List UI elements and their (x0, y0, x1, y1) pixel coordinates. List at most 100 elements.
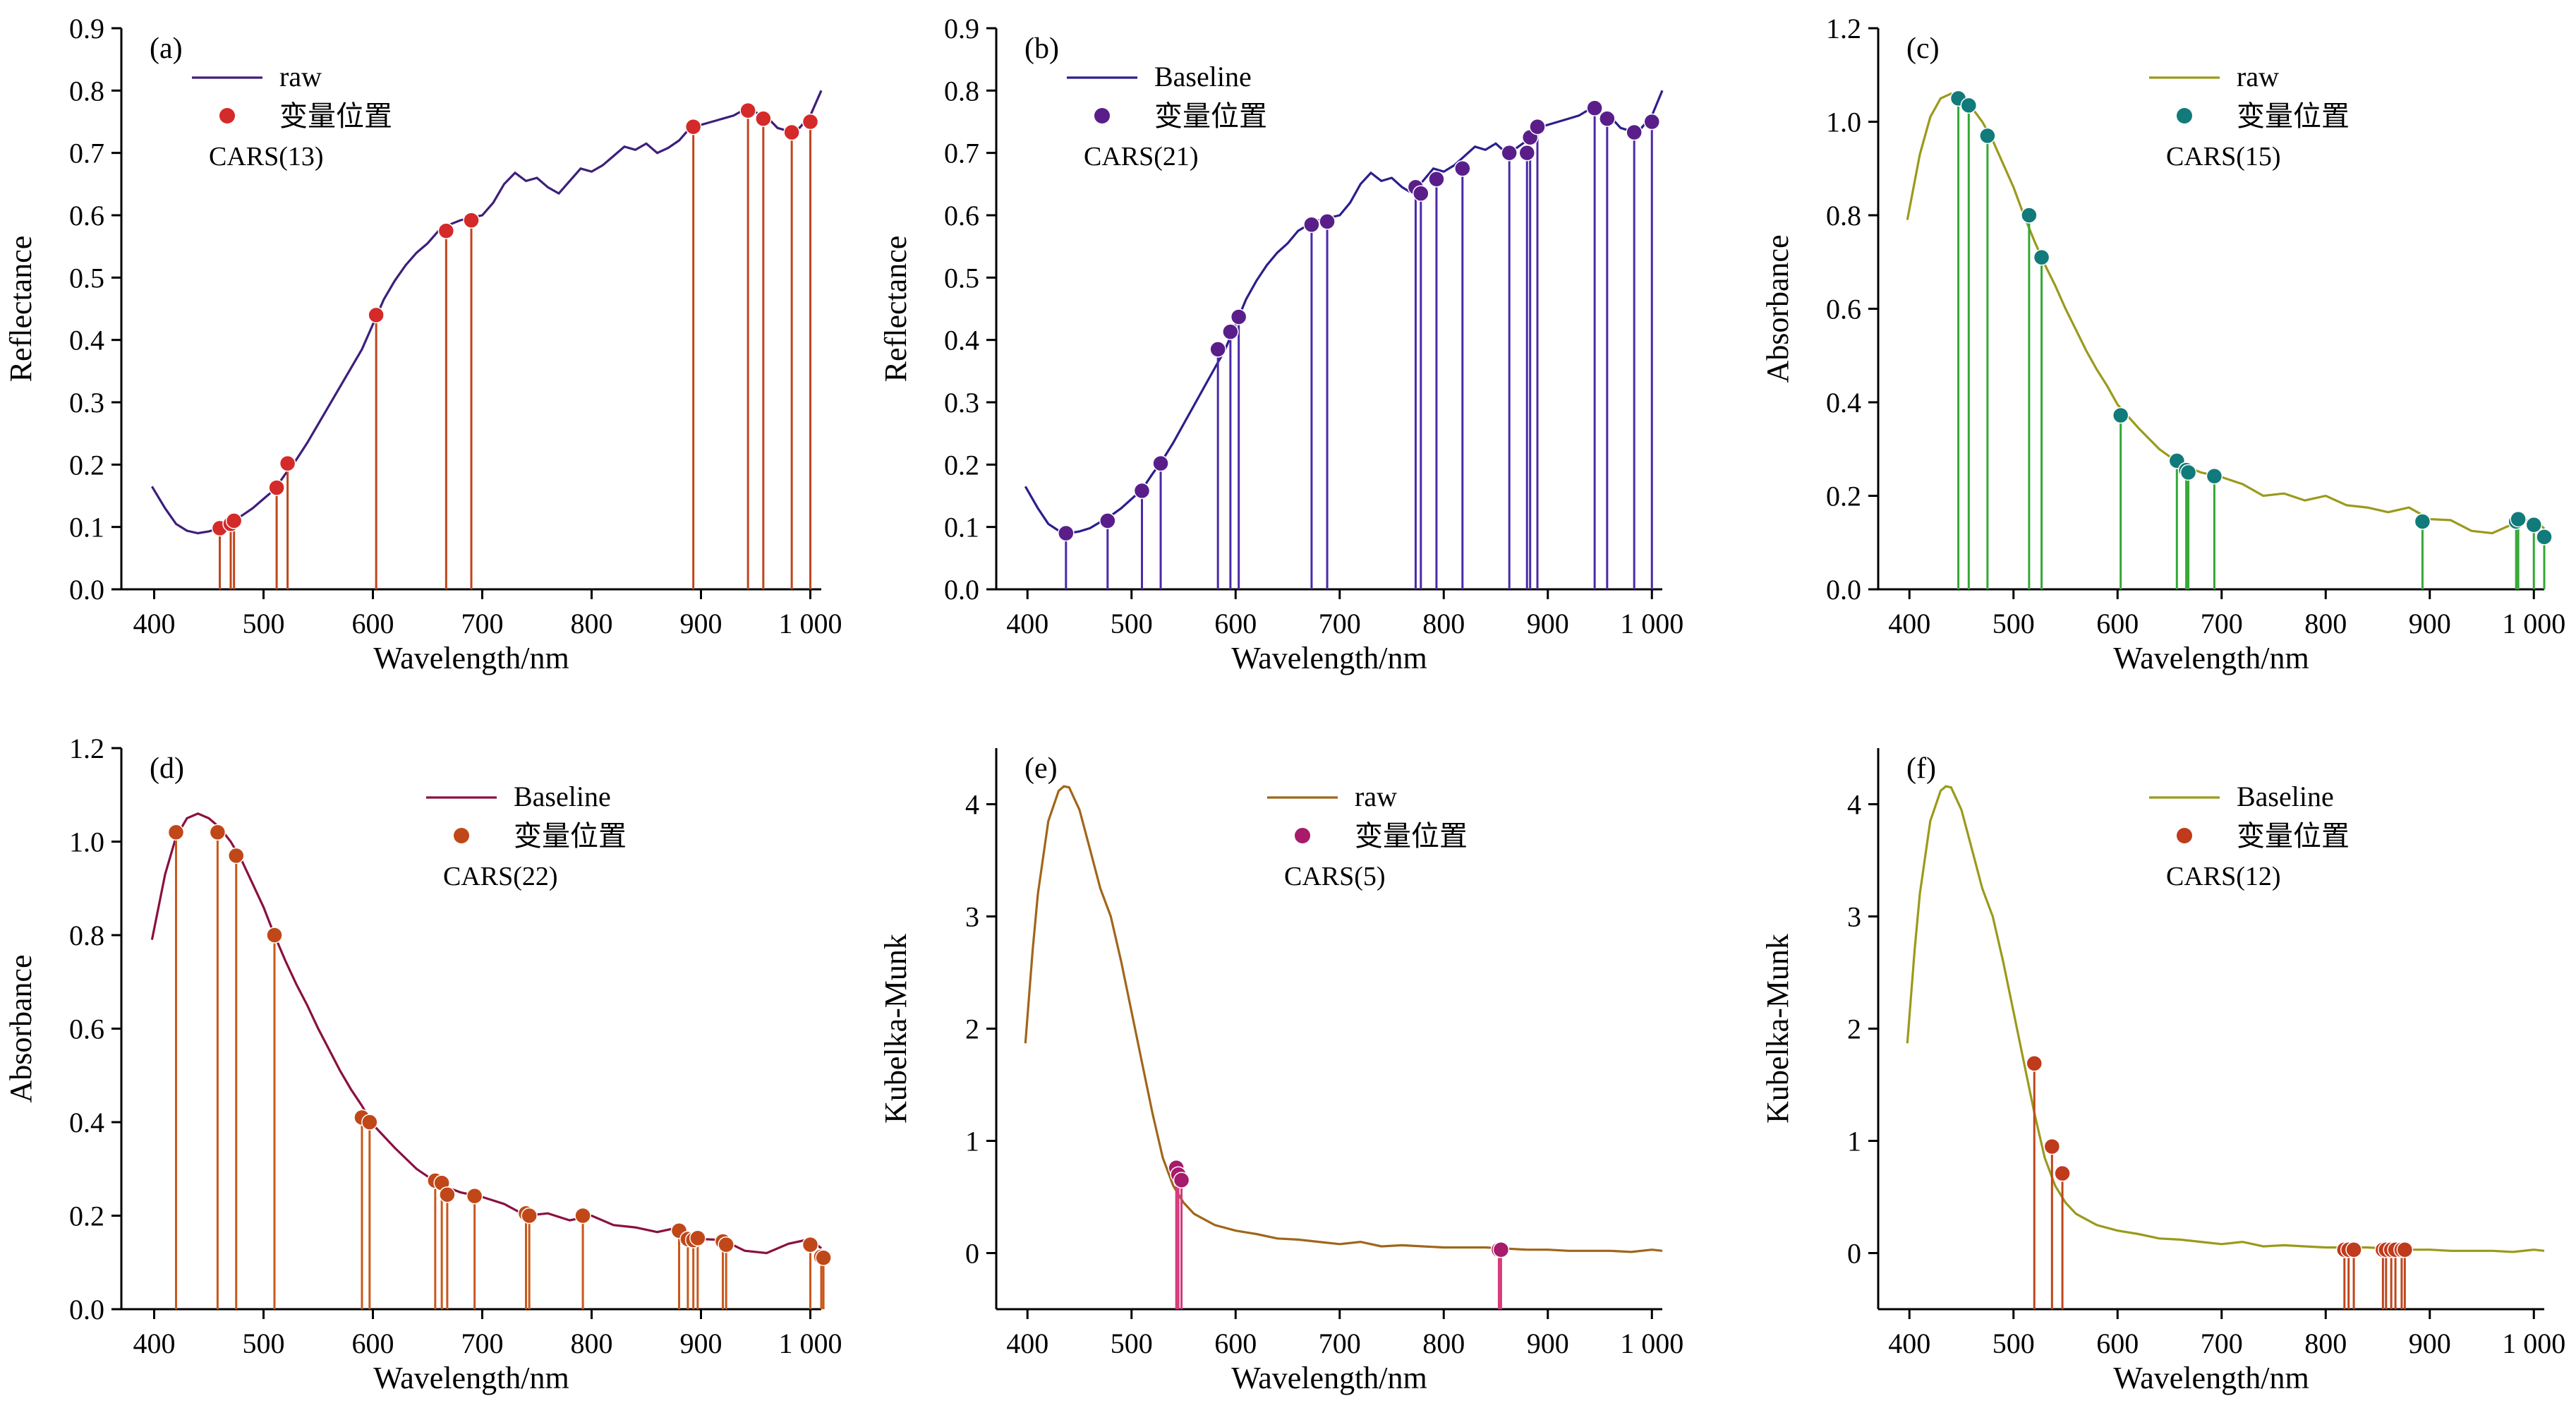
y-tick-label: 1.2 (1826, 13, 1861, 44)
y-tick-label: 0.0 (69, 1294, 104, 1325)
x-axis-label: Wavelength/nm (1231, 641, 1427, 675)
legend-line-label: raw (279, 61, 322, 92)
x-tick-label: 800 (1422, 1328, 1465, 1359)
x-tick-label: 900 (680, 608, 722, 639)
y-tick-label: 0 (965, 1238, 979, 1270)
variable-marker (1058, 524, 1075, 542)
cars-count-label: CARS(13) (209, 142, 324, 172)
variable-marker (1626, 124, 1643, 141)
variable-marker (1230, 308, 1247, 325)
variable-marker (228, 847, 245, 865)
y-tick-label: 3 (1847, 901, 1861, 933)
variable-marker (2054, 1165, 2071, 1182)
variable-marker (361, 1114, 378, 1131)
variable-marker (2345, 1241, 2362, 1258)
x-tick-label: 400 (1006, 608, 1048, 639)
variable-marker (1492, 1241, 1510, 1258)
variable-marker (802, 1236, 819, 1253)
y-tick-label: 0.9 (69, 13, 104, 44)
spectrum-line (1024, 785, 1663, 1253)
y-axis-label: Reflectance (878, 236, 913, 383)
variable-marker (2414, 513, 2431, 530)
variable-marker (783, 124, 800, 141)
variable-marker (2112, 407, 2129, 424)
chart-panel-1: 400 500 600 700 800 900 1 000 0.0 0.1 0.2 0.3 0.4 0.… (878, 13, 1683, 675)
y-tick-label: 0.8 (69, 920, 104, 951)
y-tick-label: 0.7 (944, 138, 979, 169)
variable-marker (684, 118, 702, 136)
variable-marker (2179, 464, 2197, 481)
variable-marker (1586, 100, 1603, 116)
variable-marker (1209, 341, 1226, 358)
panel-label: (f) (1906, 752, 1936, 785)
variable-marker (268, 479, 285, 496)
x-tick-label: 400 (1888, 1328, 1930, 1359)
variable-marker (1960, 97, 1978, 114)
variable-marker (1099, 512, 1116, 529)
chart-panel-4: 400 500 600 700 800 900 1 000 0 1 2 3 4 Wavelength/n… (878, 748, 1683, 1395)
x-tick-label: 900 (1527, 1328, 1569, 1359)
variable-marker (2206, 467, 2223, 485)
y-tick-label: 1 (965, 1126, 979, 1157)
x-tick-label: 800 (1422, 608, 1465, 639)
y-tick-label: 0.6 (69, 1013, 104, 1045)
x-tick-label: 1 000 (1620, 1328, 1683, 1359)
variable-marker (718, 1236, 734, 1253)
x-tick-label: 500 (243, 1328, 285, 1359)
y-tick-label: 4 (965, 789, 979, 821)
variable-marker (1133, 482, 1151, 500)
y-tick-label: 0.2 (69, 449, 104, 481)
panel-label: (d) (150, 752, 184, 785)
variable-marker (266, 927, 283, 944)
x-tick-label: 900 (2409, 1328, 2451, 1359)
variable-marker (1428, 171, 1445, 188)
x-tick-label: 600 (1214, 608, 1257, 639)
legend-line-label: Baseline (2237, 781, 2334, 812)
variable-marker (689, 1229, 706, 1247)
y-tick-label: 0.8 (944, 75, 979, 107)
y-tick-label: 3 (965, 901, 979, 933)
y-tick-label: 0 (1847, 1238, 1861, 1270)
x-tick-label: 400 (1888, 608, 1930, 639)
y-tick-label: 1.2 (69, 733, 104, 764)
x-tick-label: 600 (2096, 608, 2139, 639)
variable-marker (2536, 529, 2553, 546)
variable-marker (1501, 144, 1518, 162)
y-axis-label: Kubelka-Munk (878, 934, 913, 1124)
x-tick-label: 900 (1527, 608, 1569, 639)
variable-marker (2021, 207, 2038, 224)
variable-marker (209, 824, 226, 841)
y-tick-label: 2 (965, 1013, 979, 1045)
y-tick-label: 0.0 (1826, 574, 1861, 606)
y-tick-label: 0.4 (69, 1107, 104, 1138)
x-tick-label: 400 (1006, 1328, 1048, 1359)
legend-marker-swatch (1094, 108, 1110, 124)
y-axis-label: Reflectance (4, 236, 38, 383)
variable-marker (815, 1249, 832, 1266)
y-tick-label: 0.4 (1826, 387, 1861, 419)
variable-marker (463, 212, 480, 229)
x-tick-label: 500 (1111, 608, 1153, 639)
variable-marker (1529, 118, 1546, 136)
y-tick-label: 0.8 (1826, 200, 1861, 231)
x-tick-label: 500 (243, 608, 285, 639)
x-tick-label: 900 (2409, 608, 2451, 639)
y-tick-label: 0.5 (69, 262, 104, 294)
variable-marker (2033, 248, 2050, 266)
variable-marker (437, 222, 455, 239)
variable-marker (1303, 216, 1320, 233)
y-tick-label: 0.1 (69, 512, 104, 543)
x-tick-label: 800 (571, 608, 613, 639)
y-tick-label: 0.2 (944, 449, 979, 481)
variable-marker (1413, 185, 1429, 202)
y-tick-label: 0.3 (69, 387, 104, 419)
y-tick-label: 0.6 (69, 200, 104, 231)
y-tick-label: 0.2 (1826, 481, 1861, 512)
x-tick-label: 900 (680, 1328, 722, 1359)
variable-marker (1979, 127, 1996, 145)
panel-label: (e) (1024, 752, 1058, 785)
variable-marker (1454, 160, 1471, 177)
x-tick-label: 800 (2304, 1328, 2347, 1359)
variable-marker (1152, 455, 1169, 472)
